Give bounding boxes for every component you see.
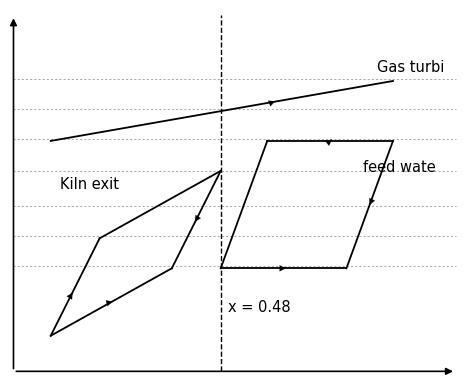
Text: Gas turbi: Gas turbi	[377, 61, 444, 75]
Text: x = 0.48: x = 0.48	[228, 300, 290, 315]
Text: Kiln exit: Kiln exit	[60, 177, 119, 192]
Text: feed wate: feed wate	[363, 160, 436, 175]
